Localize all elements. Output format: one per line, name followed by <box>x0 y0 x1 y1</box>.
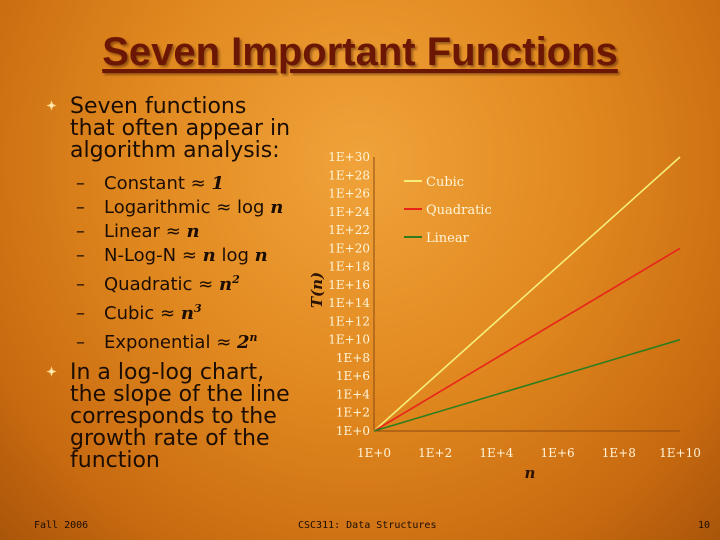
note-text: In a log-log chart, the slope of the lin… <box>70 362 290 472</box>
note-line: In a log-log chart, <box>70 360 265 385</box>
x-tick-label: 1E+8 <box>602 446 636 460</box>
intro-text: Seven functions that often appear in alg… <box>70 96 290 162</box>
y-tick-label: 1E+16 <box>328 278 370 292</box>
function-item-logarithmic: – Logarithmic ≈ log n <box>76 197 284 218</box>
y-tick-label: 1E+12 <box>328 314 370 328</box>
y-tick-label: 1E+10 <box>328 333 370 347</box>
function-item-linear: – Linear ≈ n <box>76 221 200 242</box>
intro-line: Seven functions <box>70 94 247 119</box>
x-axis-label: n <box>525 464 536 482</box>
function-list: – Constant ≈ 1 – Logarithmic ≈ log n – Line… <box>76 172 283 355</box>
note-line: growth rate of the <box>70 426 270 451</box>
function-item-cubic: – Cubic ≈ n3 <box>76 302 202 324</box>
series-line-quadratic <box>373 247 681 432</box>
y-tick-label: 1E+6 <box>336 369 370 383</box>
footer-page-number: 10 <box>698 520 711 531</box>
note-line: the slope of the line <box>70 382 290 407</box>
legend-label-cubic: Cubic <box>426 175 464 190</box>
x-tick-label: 1E+6 <box>541 446 575 460</box>
y-tick-label: 1E+28 <box>328 168 370 182</box>
x-tick-label: 1E+4 <box>479 446 513 460</box>
x-tick-label: 1E+0 <box>357 446 391 460</box>
y-tick-label: 1E+14 <box>328 296 370 310</box>
function-item-constant: – Constant ≈ 1 <box>76 173 225 194</box>
function-item-quadratic: – Quadratic ≈ n2 <box>76 273 240 295</box>
y-tick-label: 1E+20 <box>328 241 370 255</box>
function-item-nlogn: – N-Log-N ≈ n log n <box>76 245 268 266</box>
y-tick-label: 1E+26 <box>328 187 370 201</box>
series-line-linear <box>373 338 681 432</box>
function-item-exponential: – Exponential ≈ 2n <box>76 331 258 353</box>
series-line-cubic <box>373 156 681 432</box>
footer-date: Fall 2006 <box>34 520 89 531</box>
legend-label-quadratic: Quadratic <box>426 203 492 218</box>
footer-course: CSC311: Data Structures <box>298 520 437 531</box>
note-line: function <box>70 448 160 473</box>
y-tick-label: 1E+8 <box>336 351 370 365</box>
y-tick-label: 1E+18 <box>328 260 370 274</box>
y-tick-label: 1E+30 <box>328 150 370 164</box>
intro-line: that often appear in <box>70 116 291 141</box>
x-tick-label: 1E+2 <box>418 446 452 460</box>
y-tick-label: 1E+0 <box>336 424 370 438</box>
x-tick-label: 1E+10 <box>659 446 701 460</box>
y-tick-label: 1E+2 <box>336 406 370 420</box>
y-tick-label: 1E+24 <box>328 205 370 219</box>
intro-line: algorithm analysis: <box>70 138 280 163</box>
note-line: corresponds to the <box>70 404 277 429</box>
legend-label-linear: Linear <box>426 231 470 246</box>
y-tick-label: 1E+4 <box>336 387 370 401</box>
y-axis-label: T(n) <box>308 272 326 308</box>
y-tick-label: 1E+22 <box>328 223 370 237</box>
slide-title: Seven Important Functions <box>102 30 618 74</box>
